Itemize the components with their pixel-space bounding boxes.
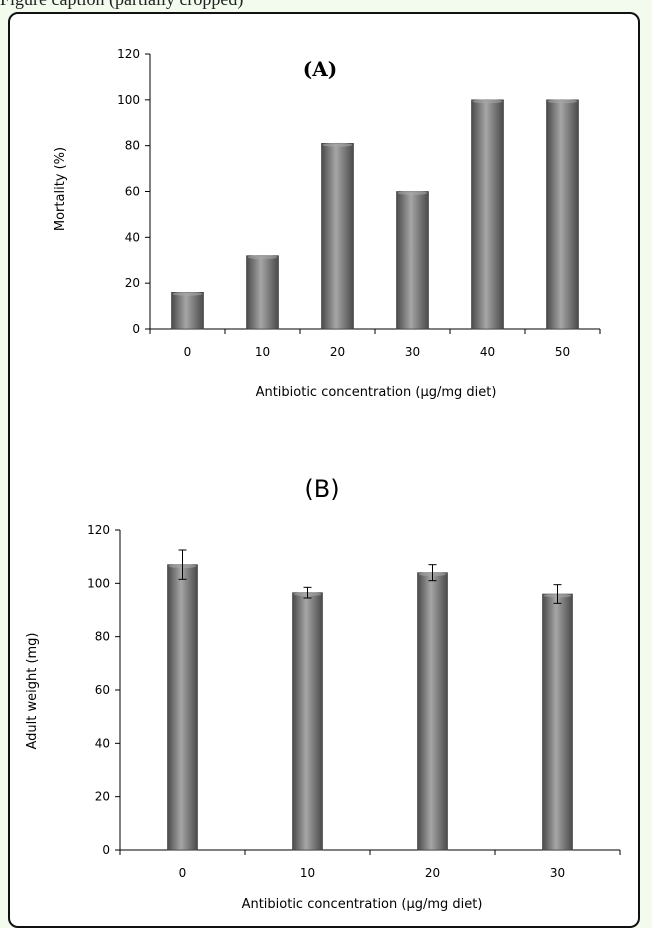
y-tick-label: 40 bbox=[95, 736, 110, 750]
x-tick-label: 40 bbox=[480, 345, 495, 359]
bar bbox=[471, 99, 504, 330]
bar-top-highlight bbox=[247, 255, 278, 260]
y-tick-label: 100 bbox=[117, 93, 140, 107]
chart-b-title: (B) bbox=[304, 475, 339, 503]
bar bbox=[292, 592, 323, 851]
y-tick-label: 60 bbox=[125, 185, 140, 199]
x-tick-label: 20 bbox=[330, 345, 345, 359]
bar bbox=[171, 292, 204, 330]
y-tick-label: 40 bbox=[125, 230, 140, 244]
x-tick-label: 30 bbox=[405, 345, 420, 359]
y-tick-label: 60 bbox=[95, 683, 110, 697]
caption-fragment: Figure caption (partially cropped) bbox=[0, 0, 652, 10]
x-tick-label: 50 bbox=[555, 345, 570, 359]
chart-b-ylabel: Adult weight (mg) bbox=[25, 632, 40, 749]
y-tick-label: 80 bbox=[95, 630, 110, 644]
chart-a-ylabel: Mortality (%) bbox=[53, 147, 68, 231]
x-tick-label: 10 bbox=[255, 345, 270, 359]
bar-top-highlight bbox=[397, 191, 428, 195]
x-tick-label: 10 bbox=[300, 866, 315, 880]
y-tick-label: 120 bbox=[87, 523, 110, 537]
y-tick-label: 80 bbox=[125, 139, 140, 153]
bar-top-highlight bbox=[547, 99, 578, 104]
x-tick-label: 0 bbox=[184, 345, 192, 359]
x-tick-label: 20 bbox=[425, 866, 440, 880]
y-tick-label: 20 bbox=[95, 790, 110, 804]
bar-top-highlight bbox=[472, 99, 503, 104]
bar bbox=[542, 593, 573, 851]
bar-top-highlight bbox=[322, 142, 353, 147]
chart-panel-a: (A) Mortality (%) Antibiotic concentrati… bbox=[53, 47, 601, 400]
bar bbox=[396, 191, 429, 330]
chart-panel-b: (B) Adult weight (mg) Antibiotic concent… bbox=[25, 475, 621, 912]
y-tick-label: 20 bbox=[125, 276, 140, 290]
bar bbox=[321, 143, 354, 330]
y-tick-label: 120 bbox=[117, 47, 140, 61]
y-tick-label: 0 bbox=[132, 322, 140, 336]
bar bbox=[167, 564, 198, 851]
y-tick-label: 100 bbox=[87, 576, 110, 590]
chart-a-xlabel: Antibiotic concentration (µg/mg diet) bbox=[256, 385, 497, 400]
bar-top-highlight bbox=[172, 291, 203, 296]
chart-a-title: (A) bbox=[303, 57, 337, 81]
chart-b-xlabel: Antibiotic concentration (µg/mg diet) bbox=[242, 897, 483, 912]
y-tick-label: 0 bbox=[102, 843, 110, 857]
bar bbox=[417, 572, 448, 851]
caption-text: Figure caption (partially cropped) bbox=[0, 0, 243, 8]
bar bbox=[546, 99, 579, 330]
x-tick-label: 0 bbox=[179, 866, 187, 880]
bar bbox=[246, 255, 279, 330]
x-tick-label: 30 bbox=[550, 866, 565, 880]
